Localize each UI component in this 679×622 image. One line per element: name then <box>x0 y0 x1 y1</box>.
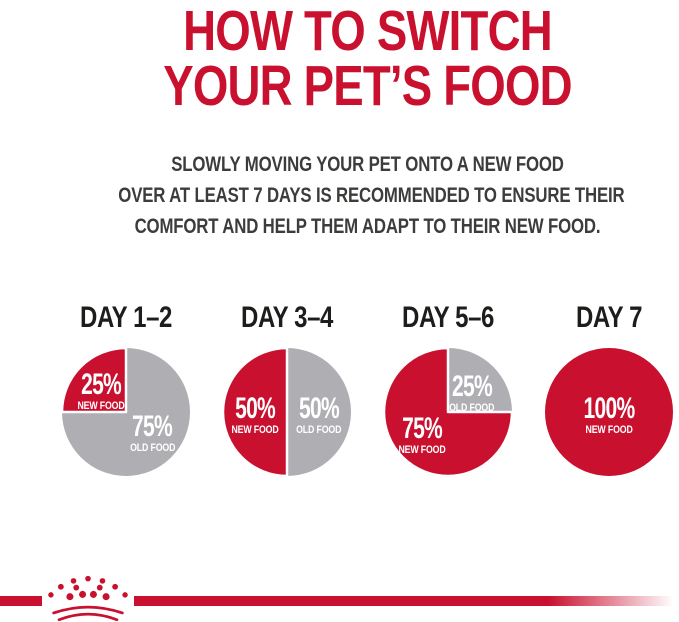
slice-percent: 100% <box>583 391 636 425</box>
day-label: DAY 3–4 <box>241 301 333 334</box>
page-title-line-1: HOW TO SWITCH <box>183 0 553 63</box>
subtitle: SLOWLY MOVING YOUR PET ONTO A NEW FOOD O… <box>118 149 625 242</box>
pie-chart-day-7: DAY 7 100% NEW FOOD <box>539 302 679 478</box>
slice-name: NEW FOOD <box>398 443 446 456</box>
pie-chart-day-5-6: DAY 5–6 75% NEW FOOD 25% OLD FOOD <box>378 302 518 478</box>
slice-label-old-food: 25% OLD FOOD <box>443 369 500 414</box>
slice-label-new-food: 75% NEW FOOD <box>392 411 451 456</box>
subtitle-line-1: SLOWLY MOVING YOUR PET ONTO A NEW FOOD <box>171 153 564 176</box>
page-title-line-2: YOUR PET’S FOOD <box>163 54 572 118</box>
slice-percent: 25% <box>451 369 493 403</box>
subtitle-line-3: COMFORT AND HELP THEM ADAPT TO THEIR NEW… <box>134 215 601 238</box>
day-label: DAY 5–6 <box>402 301 494 334</box>
slice-name: OLD FOOD <box>129 442 175 455</box>
page-title: HOW TO SWITCH YOUR PET’S FOOD <box>118 0 616 118</box>
slice-name: NEW FOOD <box>585 423 633 436</box>
pie-day-3-4: 50% NEW FOOD 50% OLD FOOD <box>221 346 353 478</box>
day-label: DAY 7 <box>575 301 643 334</box>
slice-percent: 50% <box>298 391 340 425</box>
pie-chart-day-1-2: DAY 1–2 25% NEW FOOD 75% OLD FOOD <box>56 302 196 478</box>
pie-svg <box>382 346 514 478</box>
slice-percent: 25% <box>80 368 122 402</box>
slice-label-old-food: 50% OLD FOOD <box>290 391 347 436</box>
pie-chart-row: DAY 1–2 25% NEW FOOD 75% OLD FOOD DAY 3–… <box>56 302 679 478</box>
slice-percent: 50% <box>235 391 276 425</box>
footer-accent-bar-left <box>0 596 42 606</box>
footer-accent-bar-right <box>134 596 679 606</box>
slice-name: NEW FOOD <box>231 423 279 436</box>
slice-name: NEW FOOD <box>77 400 125 413</box>
day-label: DAY 1–2 <box>80 301 172 334</box>
slice-label-old-food: 75% OLD FOOD <box>124 410 181 455</box>
slice-name: OLD FOOD <box>449 401 495 414</box>
pie-svg <box>545 348 673 476</box>
pie-chart-day-3-4: DAY 3–4 50% NEW FOOD 50% OLD FOOD <box>217 302 357 478</box>
slice-label-new-food: 25% NEW FOOD <box>71 368 130 413</box>
slice-name: OLD FOOD <box>296 423 342 436</box>
slice-label-new-food: 50% NEW FOOD <box>226 391 285 436</box>
slice-percent: 75% <box>401 411 443 445</box>
slice-percent: 75% <box>132 410 173 444</box>
pie-day-5-6: 75% NEW FOOD 25% OLD FOOD <box>382 346 514 478</box>
pie-svg <box>60 346 190 476</box>
royal-canin-crown-logo-icon <box>48 575 128 622</box>
slice-label-new-food: 100% NEW FOOD <box>573 391 646 436</box>
subtitle-line-2: OVER AT LEAST 7 DAYS IS RECOMMENDED TO E… <box>118 184 625 207</box>
pie-day-7: 100% NEW FOOD <box>543 346 675 478</box>
pie-svg <box>221 346 351 478</box>
pie-day-1-2: 25% NEW FOOD 75% OLD FOOD <box>60 346 192 478</box>
